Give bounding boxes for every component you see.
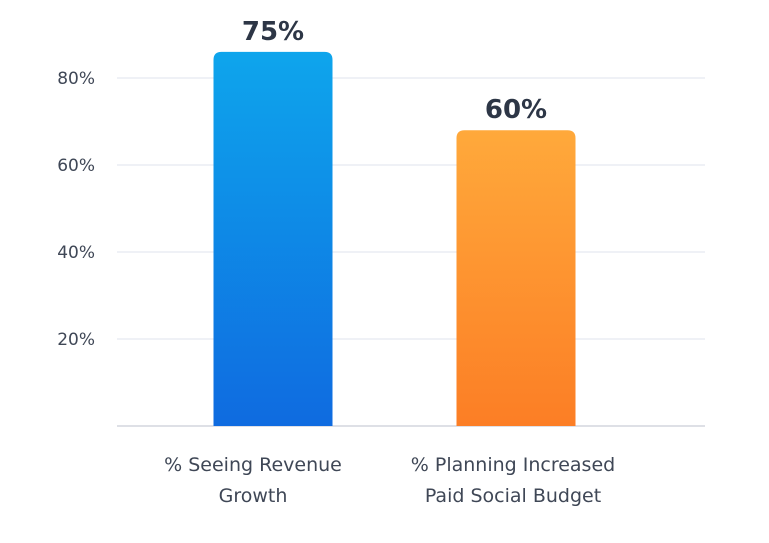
y-tick-label: 40%	[57, 243, 95, 263]
bar-1	[456, 130, 576, 426]
data-label: 75%	[242, 17, 304, 47]
x-category-label: % Seeing Revenue	[164, 454, 342, 476]
y-tick-label: 60%	[57, 156, 95, 176]
x-category-label: Growth	[219, 485, 288, 507]
data-label: 60%	[485, 95, 547, 125]
y-tick-label: 80%	[57, 69, 95, 89]
y-tick-label: 20%	[57, 330, 95, 350]
x-category-label: Paid Social Budget	[425, 485, 601, 507]
bar-0	[213, 51, 333, 427]
x-category-label: % Planning Increased	[411, 454, 615, 476]
